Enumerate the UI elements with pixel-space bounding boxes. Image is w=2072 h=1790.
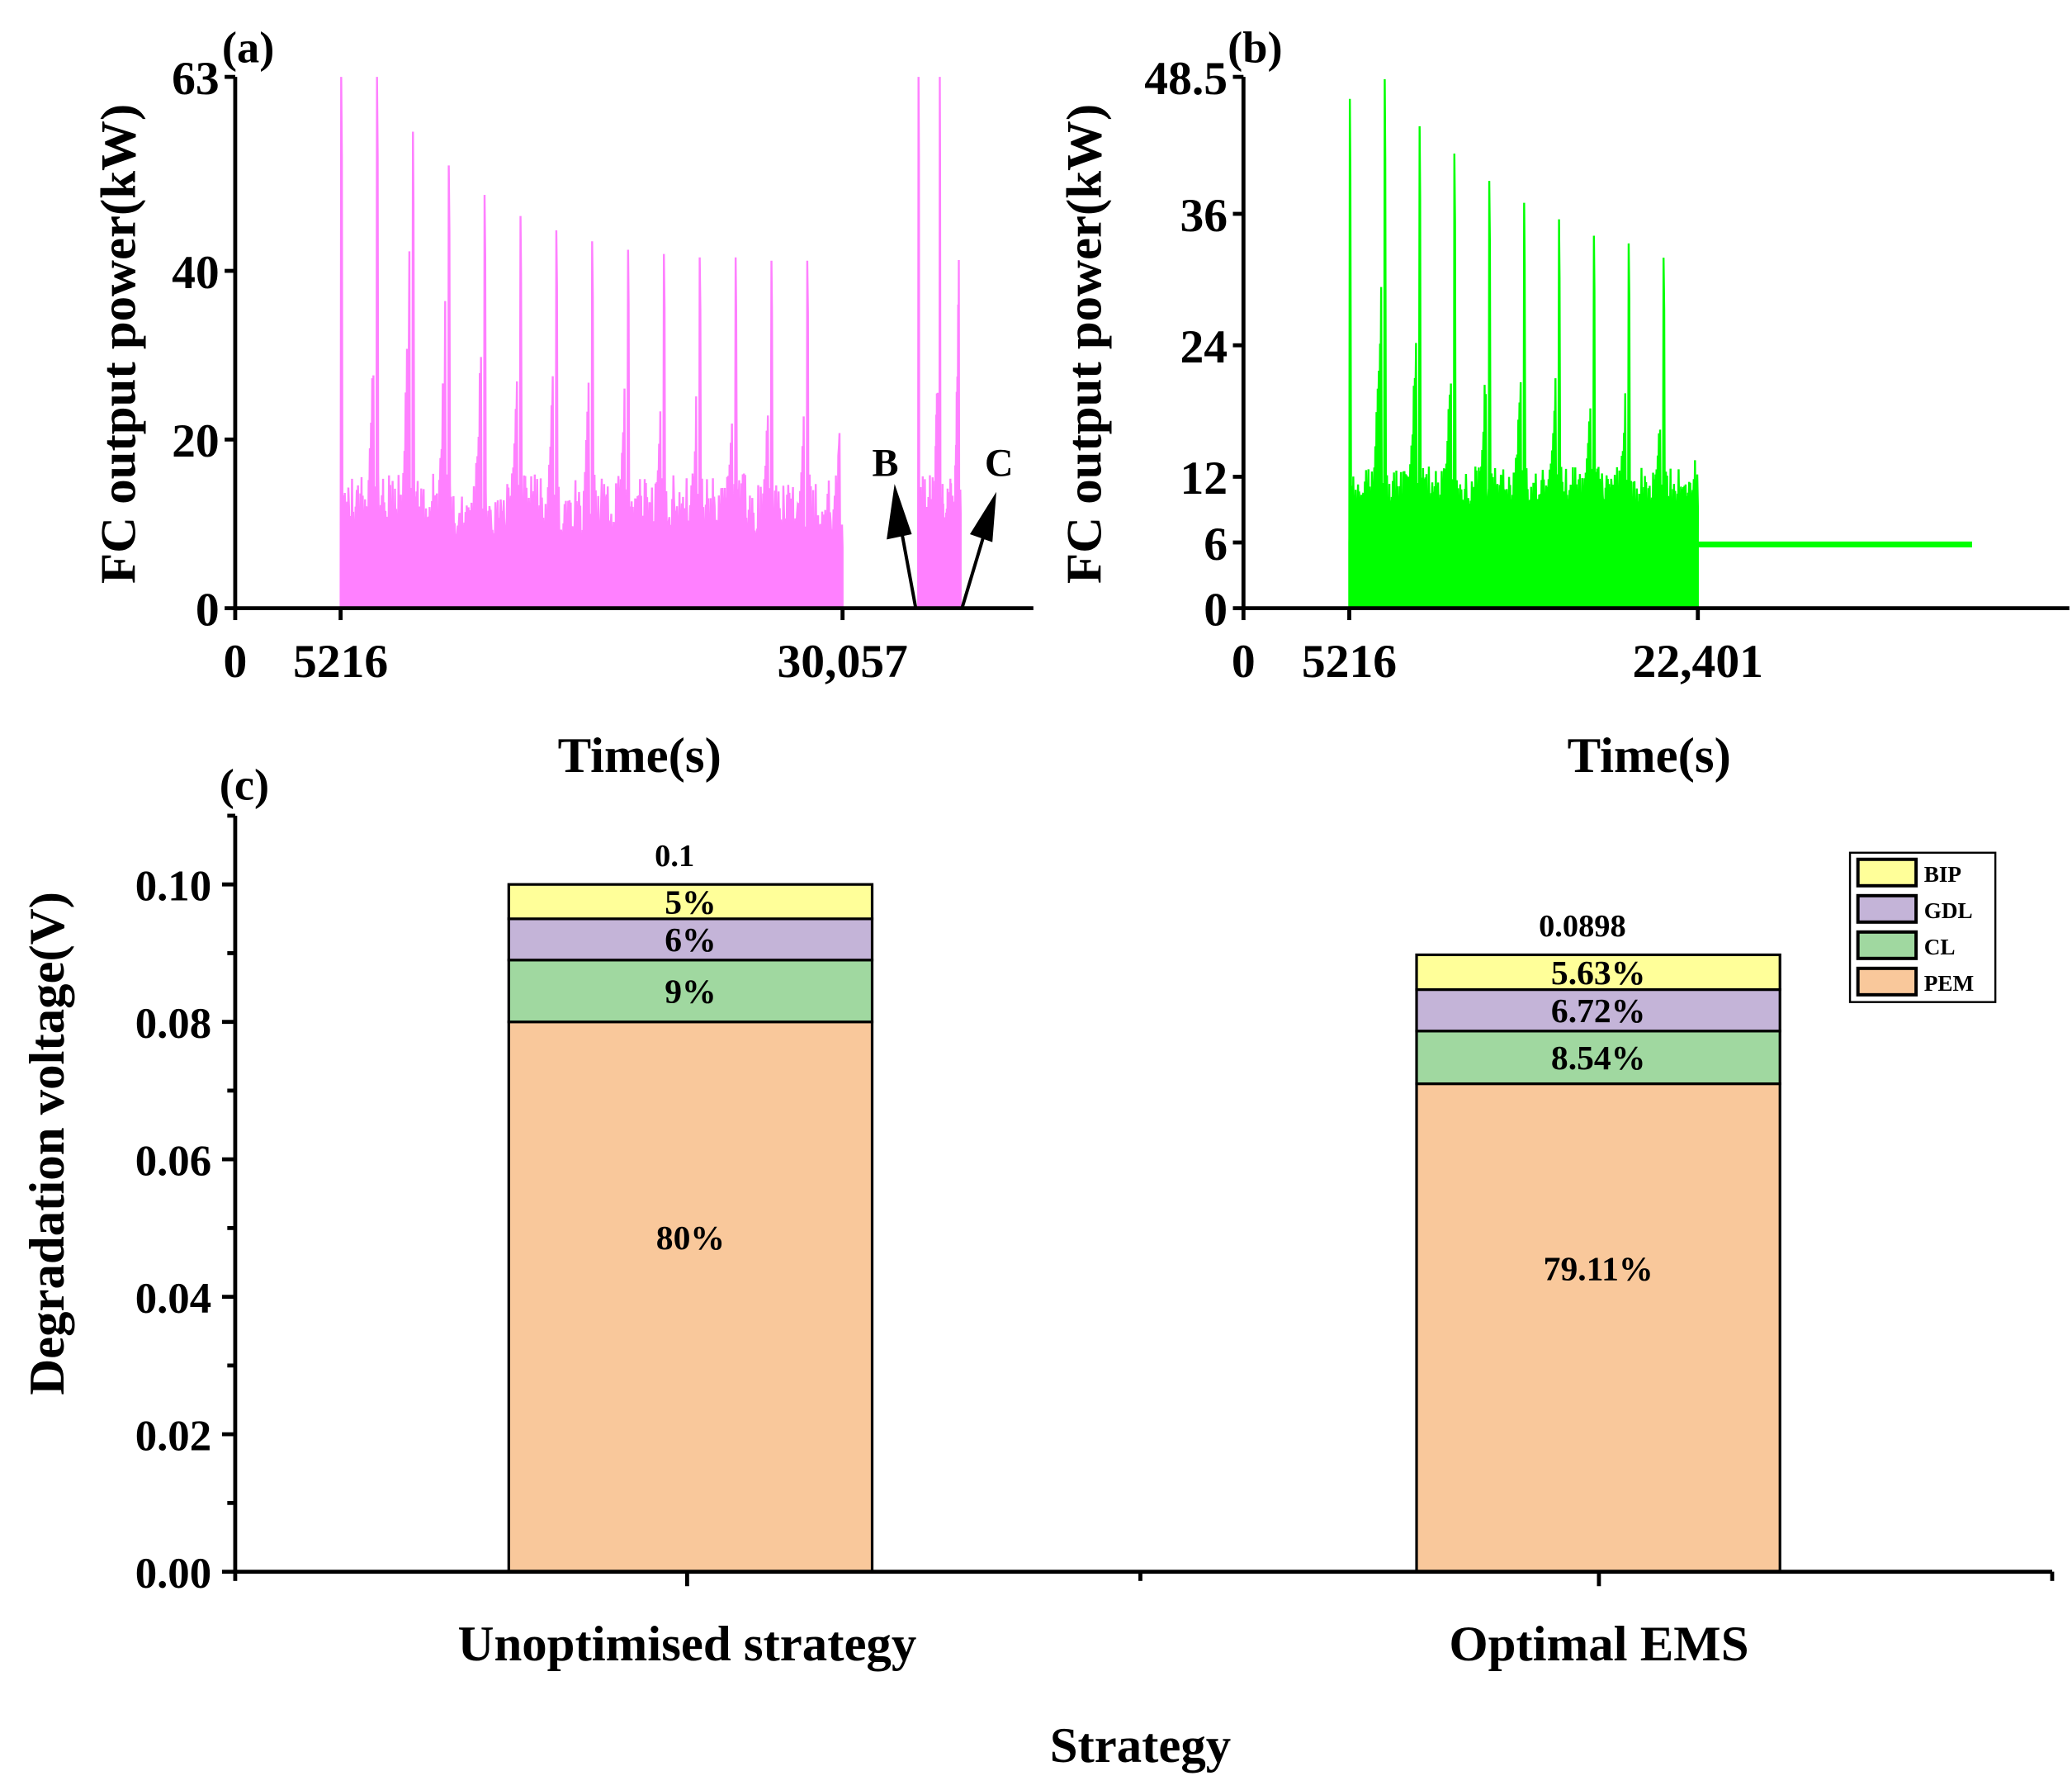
panel-a-y-label: FC output power(kW) [91, 104, 146, 584]
panel-c-x-label: Strategy [1050, 1718, 1232, 1773]
legend-label: CL [1924, 935, 1956, 959]
panel-b: (b) 0 6 12 24 36 48.5 0 5216 22,401 FC output po… [1057, 23, 2070, 784]
y-tick-label: 0 [196, 584, 220, 636]
x-tick-label: 0 [1232, 636, 1256, 688]
panel-c-label: (c) [220, 760, 269, 810]
bar-segment-label: 5.63% [1551, 954, 1645, 992]
y-tick-label: 36 [1180, 190, 1228, 242]
bar-segment-label: 79.11% [1544, 1250, 1653, 1288]
legend-swatch-gdl [1856, 893, 1918, 924]
annotation-c: C [960, 442, 1014, 609]
bar-segment-label: 6% [665, 921, 716, 959]
bar-segment-pem [507, 1020, 874, 1574]
y-tick-label: 24 [1180, 321, 1228, 373]
panel-a-x-label: Time(s) [558, 728, 721, 784]
y-tick-label: 0.10 [135, 862, 211, 910]
bar-segment-label: 6.72% [1551, 992, 1645, 1030]
panel-a-power-area [234, 77, 1034, 609]
panel-c: (c) 80% 9% 6%5% 0.1 79.11% 8.54% 6.72%5.63% 0.0… [20, 760, 2055, 1773]
y-tick-label: 12 [1180, 452, 1228, 504]
y-tick-label: 0 [1204, 584, 1228, 636]
y-tick-label: 0.04 [135, 1275, 211, 1323]
category-label: Optimal EMS [1449, 1617, 1748, 1672]
legend-swatch-cl [1856, 930, 1918, 960]
legend-swatch-bip [1856, 857, 1918, 888]
bar-total-label: 0.1 [655, 839, 694, 874]
x-tick-label: 30,057 [777, 636, 907, 688]
annotation-c-label: C [985, 442, 1014, 485]
bar-segment-pem [1415, 1082, 1781, 1574]
y-tick-label: 0.02 [135, 1412, 211, 1460]
bar-total-label: 0.0898 [1539, 909, 1626, 944]
y-tick-label: 0.08 [135, 1000, 211, 1048]
panel-b-x-label: Time(s) [1568, 728, 1731, 784]
bar-segment-bip [507, 883, 874, 921]
annotation-c-arrow [960, 528, 988, 609]
legend: BIP GDL CL PEM [1848, 851, 1997, 1003]
y-tick-label: 20 [172, 415, 220, 467]
annotation-b-label: B [872, 442, 898, 485]
bar-segment-label: 5% [665, 883, 716, 921]
panel-a: (a) 0 20 40 63 0 5216 30,057 FC output power(k… [91, 23, 1034, 784]
annotation-c-arrowhead [969, 491, 996, 542]
category-label: Unoptimised strategy [458, 1617, 917, 1672]
y-tick-label: 6 [1204, 519, 1228, 571]
y-tick-label: 0.06 [135, 1137, 211, 1185]
panel-c-y-label: Degradation voltage(V) [20, 892, 75, 1395]
bar-stack: 80% 9% 6%5% 0.1 [507, 839, 874, 1574]
annotation-b-arrowhead [887, 484, 912, 540]
bar-segment-label: 80% [656, 1219, 725, 1257]
panel-b-power-area [1243, 78, 2055, 609]
bar-segment-gdl [1415, 987, 1781, 1033]
legend-label: GDL [1924, 898, 1973, 923]
panel-b-label: (b) [1228, 23, 1283, 73]
panel-a-label: (a) [222, 23, 274, 73]
bar-segment-label: 9% [665, 973, 716, 1011]
bar-stack: 79.11% 8.54% 6.72%5.63% 0.0898 [1415, 909, 1781, 1574]
y-tick-label: 0.00 [135, 1550, 211, 1598]
legend-swatch-pem [1856, 966, 1918, 997]
legend-label: BIP [1924, 862, 1961, 887]
x-tick-label: 5216 [293, 636, 388, 688]
bar-segment-gdl [507, 917, 874, 962]
legend-label: PEM [1924, 971, 1974, 996]
panel-b-y-label: FC output power(kW) [1057, 104, 1112, 584]
x-tick-label: 22,401 [1633, 636, 1763, 688]
bar-segment-label: 8.54% [1551, 1039, 1645, 1077]
y-tick-label: 48.5 [1144, 53, 1228, 105]
bar-segment-bip [1415, 953, 1781, 992]
y-tick-label: 40 [172, 247, 220, 299]
x-tick-label: 5216 [1302, 636, 1397, 688]
annotation-b-arrow [898, 522, 918, 609]
y-tick-label: 63 [172, 53, 220, 105]
annotation-b: B [872, 442, 918, 609]
x-tick-label: 0 [224, 636, 248, 688]
